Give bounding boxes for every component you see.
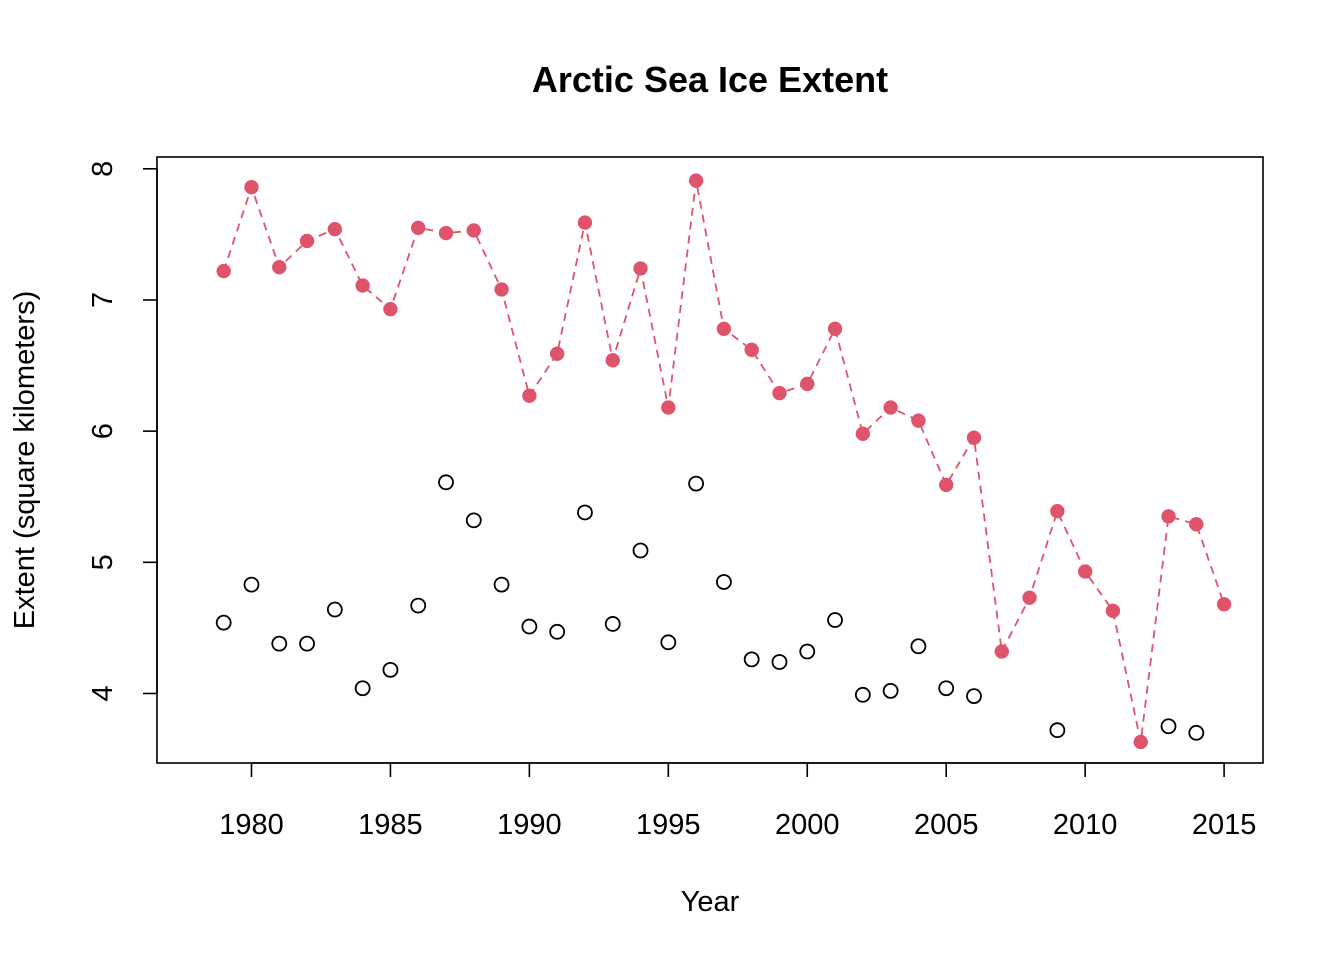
x-tick-label: 1985 [358, 809, 423, 841]
y-tick-label: 7 [87, 292, 119, 308]
data-point [216, 263, 231, 279]
x-tick-label: 2005 [914, 809, 979, 841]
data-point [299, 233, 315, 249]
data-point [244, 179, 259, 195]
x-axis-label: Year [681, 886, 740, 918]
data-point [800, 376, 815, 392]
data-point [827, 612, 843, 628]
data-point [716, 321, 732, 337]
data-point [410, 220, 426, 236]
data-point [382, 661, 399, 678]
data-point [271, 635, 288, 652]
data-point [632, 542, 649, 559]
data-point [966, 688, 982, 705]
data-point [799, 643, 816, 660]
data-point [911, 413, 926, 428]
y-tick-label: 5 [87, 554, 119, 570]
data-point [272, 259, 287, 275]
x-axis: 1980 1985 1990 1995 2000 2005 2010 2015 [219, 762, 1257, 841]
x-tick-label: 1990 [497, 809, 562, 841]
data-point [549, 346, 565, 362]
plot-frame [156, 156, 1264, 764]
data-point [771, 654, 788, 670]
data-point [938, 680, 955, 697]
data-point [855, 426, 871, 442]
data-point [243, 576, 260, 593]
data-point [966, 430, 982, 445]
data-point [938, 477, 954, 493]
data-point [1188, 724, 1205, 741]
data-point [521, 618, 538, 635]
data-point [605, 353, 620, 368]
data-point [715, 574, 732, 590]
data-point [743, 651, 760, 668]
data-point [744, 342, 759, 358]
data-point [772, 385, 787, 401]
x-tick-label: 1980 [219, 809, 284, 841]
data-point [215, 614, 232, 631]
data-point [1022, 590, 1037, 605]
data-point [1161, 509, 1176, 524]
chart-title: Arctic Sea Ice Extent [532, 59, 888, 100]
data-point [994, 644, 1010, 659]
y-axis: 4 5 6 7 8 [87, 161, 158, 702]
data-point [1077, 564, 1093, 579]
x-tick-label: 2015 [1192, 809, 1257, 841]
series-1 [215, 474, 1205, 741]
data-point [827, 321, 843, 337]
y-axis-label: Extent (square kilometers) [9, 291, 41, 629]
data-point [1216, 597, 1232, 612]
data-point [854, 686, 871, 703]
data-point [882, 682, 899, 699]
data-point [549, 623, 566, 640]
series-line [222, 180, 1225, 743]
data-point [688, 475, 705, 492]
y-tick-label: 4 [87, 685, 119, 701]
data-point [326, 601, 343, 618]
data-point [466, 223, 482, 238]
data-point [438, 474, 454, 491]
data-point [1050, 503, 1065, 519]
data-point [438, 225, 454, 241]
data-point [354, 680, 371, 697]
data-point [355, 278, 370, 293]
data-point [1049, 722, 1066, 739]
x-tick-label: 1995 [636, 809, 701, 841]
data-point [577, 504, 593, 521]
data-point [299, 635, 315, 652]
data-point [633, 261, 648, 276]
y-tick-label: 6 [87, 423, 119, 439]
data-point [1133, 734, 1148, 750]
data-point [327, 221, 343, 237]
data-point [688, 173, 704, 188]
data-point [410, 597, 427, 614]
x-tick-label: 2000 [775, 809, 840, 841]
data-point [383, 301, 398, 317]
data-point [465, 512, 482, 529]
data-point [493, 576, 510, 593]
data-point [494, 282, 509, 297]
y-tick-label: 8 [87, 161, 119, 177]
x-tick-label: 2010 [1053, 809, 1118, 841]
data-point [522, 388, 537, 403]
data-point [883, 400, 898, 415]
data-point [661, 400, 676, 415]
data-point [660, 634, 677, 651]
series-layer [215, 173, 1232, 750]
data-point [910, 638, 927, 655]
series-2 [216, 173, 1232, 750]
data-point [1105, 603, 1121, 619]
data-point [604, 616, 621, 632]
data-point [1189, 517, 1204, 532]
data-point [577, 215, 593, 230]
data-point [1160, 718, 1177, 735]
